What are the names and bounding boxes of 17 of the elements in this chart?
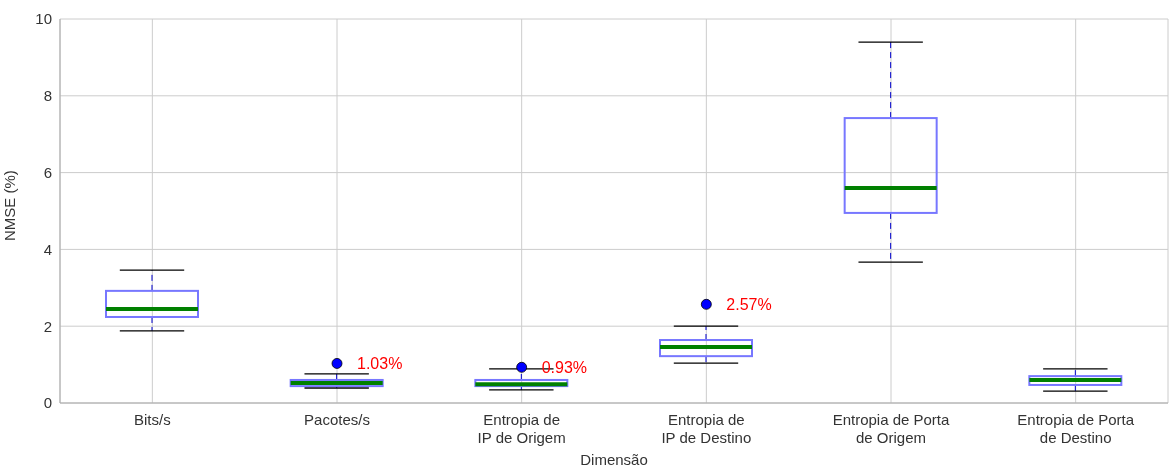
y-tick-label: 4: [43, 240, 52, 258]
x-tick-label: Pacotes/s: [304, 411, 370, 428]
y-axis-title: NMSE (%): [1, 170, 19, 241]
x-tick-label: Entropia de IP de Destino: [661, 411, 752, 446]
y-tick-label: 8: [43, 87, 52, 105]
y-tick-label: 10: [35, 10, 52, 28]
annotation: 1.03%: [357, 355, 403, 373]
x-tick-label: Entropia de Porta de Origem: [832, 411, 951, 446]
y-tick-label: 2: [43, 317, 52, 335]
annotation: 2.57%: [726, 295, 772, 313]
y-tick-label: 6: [43, 163, 52, 181]
annotation: 0.93%: [541, 358, 588, 376]
x-axis-title: Dimensão: [580, 451, 648, 467]
x-tick-label: Entropia de Porta de Destino: [1017, 411, 1135, 446]
x-tick-label: Bits/s: [133, 411, 171, 428]
y-tick-label: 0: [43, 394, 52, 412]
x-tick-label: Entropia de IP de Origem: [477, 411, 566, 446]
